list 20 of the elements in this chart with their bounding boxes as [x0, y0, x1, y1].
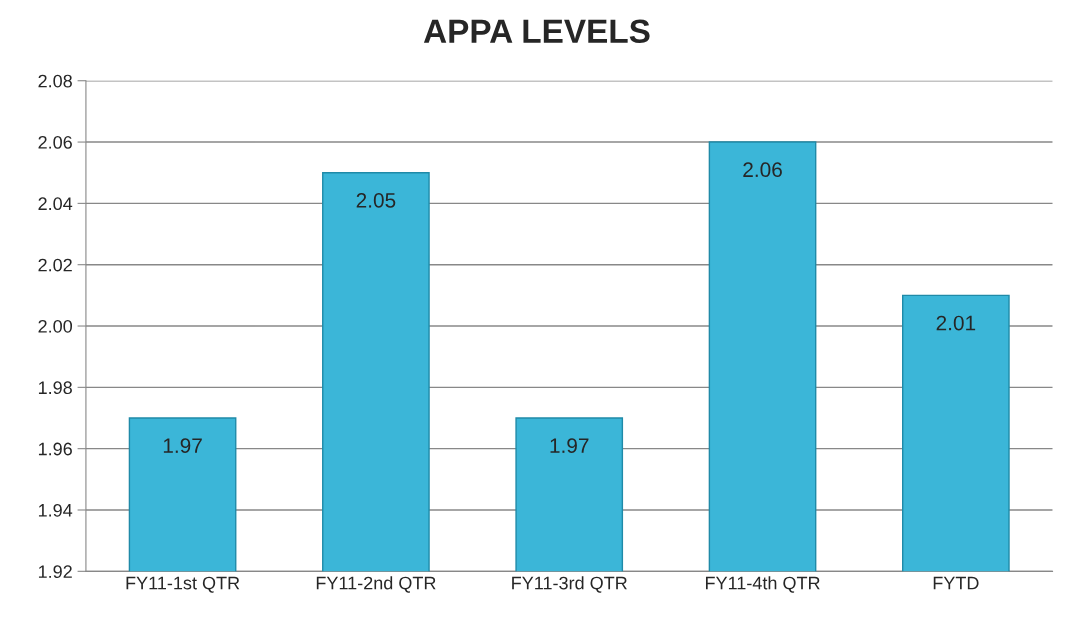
- y-tick-label: 1.98: [38, 381, 72, 395]
- x-tick-label: FY11-2nd QTR: [316, 576, 436, 593]
- data-label: 1.97: [163, 438, 202, 454]
- x-tick-label: FY11-4th QTR: [705, 576, 820, 593]
- y-tick-label: 2.08: [38, 74, 72, 88]
- y-tick-label: 2.02: [38, 258, 72, 272]
- y-tick-label: 2.00: [38, 319, 73, 333]
- y-tick-label: 1.92: [38, 565, 72, 579]
- y-tick-label: 1.96: [38, 442, 72, 456]
- x-tick-label: FY11-1st QTR: [126, 576, 240, 593]
- y-tick-label: 1.94: [38, 503, 73, 517]
- x-tick-label: FYTD: [933, 576, 979, 590]
- data-label: 2.05: [356, 192, 396, 208]
- x-tick-label: FY11-3rd QTR: [512, 576, 627, 593]
- y-tick-label: 2.06: [38, 135, 72, 149]
- data-label: 2.06: [743, 162, 782, 178]
- data-label: 2.01: [936, 315, 976, 331]
- y-tick-label: 2.04: [38, 197, 73, 211]
- chart-title: APPA LEVELS: [423, 19, 650, 44]
- data-label: 1.97: [550, 438, 589, 454]
